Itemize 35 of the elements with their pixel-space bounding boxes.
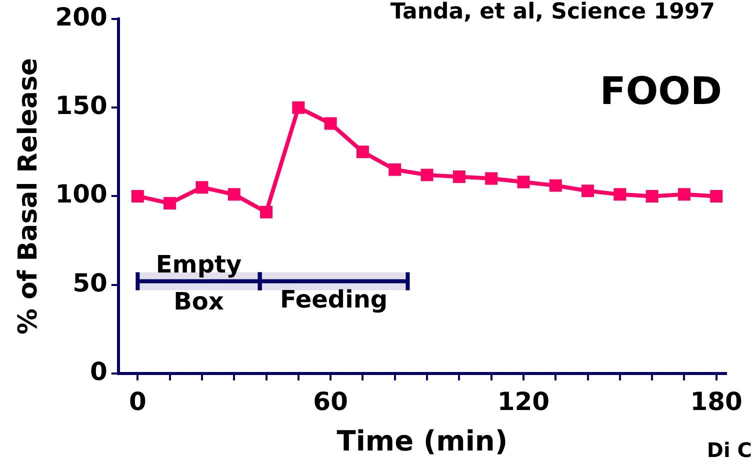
x-tick-label: 120 xyxy=(497,386,550,416)
point xyxy=(646,190,658,202)
x-axis-title: Time (min) xyxy=(336,424,508,458)
point xyxy=(710,190,723,202)
point xyxy=(324,117,337,130)
y-tick-label: 50 xyxy=(72,268,108,298)
x-tick-label: 60 xyxy=(313,386,348,416)
point xyxy=(196,181,208,194)
point xyxy=(164,197,176,210)
y-axis-title: % of Basal Release xyxy=(13,58,44,334)
point xyxy=(614,188,626,201)
point xyxy=(420,168,434,182)
annotation: FOOD xyxy=(600,68,722,113)
band-label: Feeding xyxy=(280,285,388,314)
point xyxy=(582,184,594,198)
x-tick-label: 0 xyxy=(128,386,146,416)
x-tick-label: 180 xyxy=(690,386,742,416)
text: Di C xyxy=(706,438,752,462)
point xyxy=(388,163,402,176)
point xyxy=(549,179,562,192)
point xyxy=(228,188,240,201)
band-label: Empty Box xyxy=(156,250,242,316)
point xyxy=(260,206,273,218)
point xyxy=(356,146,369,158)
point xyxy=(678,188,690,201)
point xyxy=(517,176,530,188)
y-tick-label: 150 xyxy=(55,91,108,120)
y-tick-label: 100 xyxy=(55,180,108,209)
y-tick-label: 200 xyxy=(55,2,108,32)
annotation: Tanda, et al, Science 1997 xyxy=(390,0,715,25)
point xyxy=(292,101,305,114)
point xyxy=(452,170,466,183)
point xyxy=(131,190,144,202)
y-tick-label: 0 xyxy=(90,356,108,386)
point xyxy=(485,172,498,185)
